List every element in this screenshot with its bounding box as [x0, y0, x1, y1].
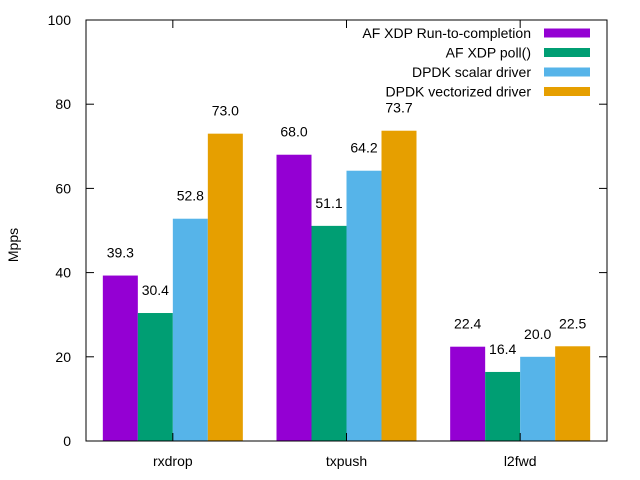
data-label: 68.0: [280, 124, 307, 140]
y-tick-label: 0: [63, 433, 71, 449]
legend-swatch: [544, 67, 590, 77]
data-label: 64.2: [350, 140, 377, 156]
data-label: 39.3: [107, 245, 134, 261]
bar-txpush-1: [311, 225, 347, 441]
x-tick-label: rxdrop: [153, 453, 193, 469]
data-label: 16.4: [489, 341, 516, 357]
y-axis-label: Mpps: [5, 228, 21, 262]
y-tick-label: 60: [55, 180, 71, 196]
legend-swatch: [544, 28, 590, 38]
bars-layer: [102, 130, 591, 442]
bar-rxdrop-0: [102, 275, 138, 441]
data-labels: 39.3 30.4 52.8 73.0 68.0 51.1 64.2 73.7 22.4 16.4…: [107, 100, 587, 357]
y-tick-label: 80: [55, 96, 71, 112]
data-label: 73.0: [212, 103, 239, 119]
bar-l2fwd-3: [555, 346, 591, 441]
data-label: 22.5: [559, 315, 586, 331]
legend-swatch: [544, 87, 590, 96]
legend-label: AF XDP poll(): [446, 45, 531, 61]
data-label: 30.4: [142, 282, 169, 298]
legend: AF XDP Run-to-completion AF XDP poll() DPD…: [362, 25, 590, 100]
bar-txpush-0: [276, 154, 312, 441]
data-label: 73.7: [385, 100, 412, 116]
legend-label: DPDK scalar driver: [412, 64, 531, 80]
y-tick-label: 40: [55, 265, 71, 281]
y-axis: 0 20 40 60 80 100: [48, 12, 607, 449]
x-axis: rxdrop txpush l2fwd: [153, 20, 537, 469]
data-label: 51.1: [315, 195, 342, 211]
legend-label: DPDK vectorized driver: [386, 84, 532, 100]
bar-rxdrop-3: [207, 133, 243, 442]
y-tick-label: 20: [55, 349, 71, 365]
x-tick-label: txpush: [326, 453, 367, 469]
x-tick-label: l2fwd: [504, 453, 537, 469]
legend-label: AF XDP Run-to-completion: [362, 25, 531, 41]
bar-txpush-2: [346, 170, 382, 441]
data-label: 52.8: [177, 188, 204, 204]
bar-txpush-3: [381, 130, 417, 441]
data-label: 20.0: [524, 326, 551, 342]
bar-l2fwd-2: [520, 356, 556, 441]
bar-l2fwd-1: [485, 371, 521, 441]
y-tick-label: 100: [48, 12, 72, 28]
data-label: 22.4: [454, 316, 481, 332]
bar-rxdrop-2: [172, 218, 208, 441]
bar-rxdrop-1: [137, 313, 173, 441]
legend-swatch: [544, 48, 590, 57]
bar-l2fwd-0: [450, 346, 486, 441]
